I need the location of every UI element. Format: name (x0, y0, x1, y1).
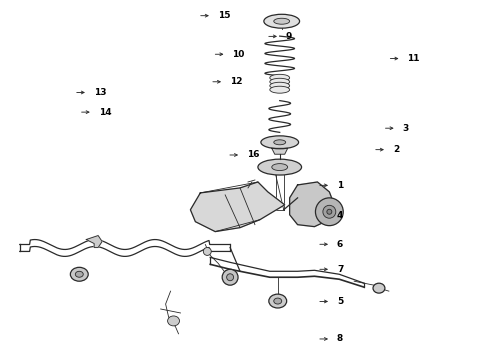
Ellipse shape (272, 164, 288, 171)
Ellipse shape (270, 74, 290, 81)
Ellipse shape (327, 209, 332, 214)
Text: 3: 3 (403, 124, 409, 133)
Ellipse shape (274, 298, 282, 304)
Ellipse shape (274, 140, 286, 145)
Ellipse shape (274, 18, 290, 24)
Text: 10: 10 (232, 50, 245, 59)
Ellipse shape (270, 82, 290, 89)
Text: 16: 16 (247, 150, 260, 159)
Ellipse shape (71, 267, 88, 281)
Text: 13: 13 (94, 88, 106, 97)
Ellipse shape (261, 136, 298, 149)
Text: 14: 14 (98, 108, 111, 117)
Ellipse shape (323, 205, 336, 218)
Text: 9: 9 (286, 32, 292, 41)
Text: 6: 6 (337, 240, 343, 249)
Ellipse shape (373, 283, 385, 293)
Ellipse shape (270, 78, 290, 85)
Polygon shape (86, 235, 102, 247)
Text: 7: 7 (337, 265, 343, 274)
Text: 2: 2 (393, 145, 399, 154)
Text: 12: 12 (230, 77, 243, 86)
Ellipse shape (270, 86, 290, 93)
Ellipse shape (227, 274, 234, 281)
Text: 1: 1 (337, 181, 343, 190)
Ellipse shape (222, 269, 238, 285)
Text: 4: 4 (337, 211, 343, 220)
Polygon shape (290, 182, 334, 227)
Text: 8: 8 (337, 334, 343, 343)
Polygon shape (191, 182, 285, 231)
Ellipse shape (75, 271, 83, 277)
Ellipse shape (269, 294, 287, 308)
Ellipse shape (316, 198, 343, 226)
Ellipse shape (203, 247, 211, 255)
Ellipse shape (258, 159, 301, 175)
Ellipse shape (264, 14, 299, 28)
Text: 5: 5 (337, 297, 343, 306)
Text: 11: 11 (408, 54, 420, 63)
Text: 15: 15 (218, 11, 230, 20)
Ellipse shape (168, 316, 179, 326)
Polygon shape (272, 148, 288, 154)
